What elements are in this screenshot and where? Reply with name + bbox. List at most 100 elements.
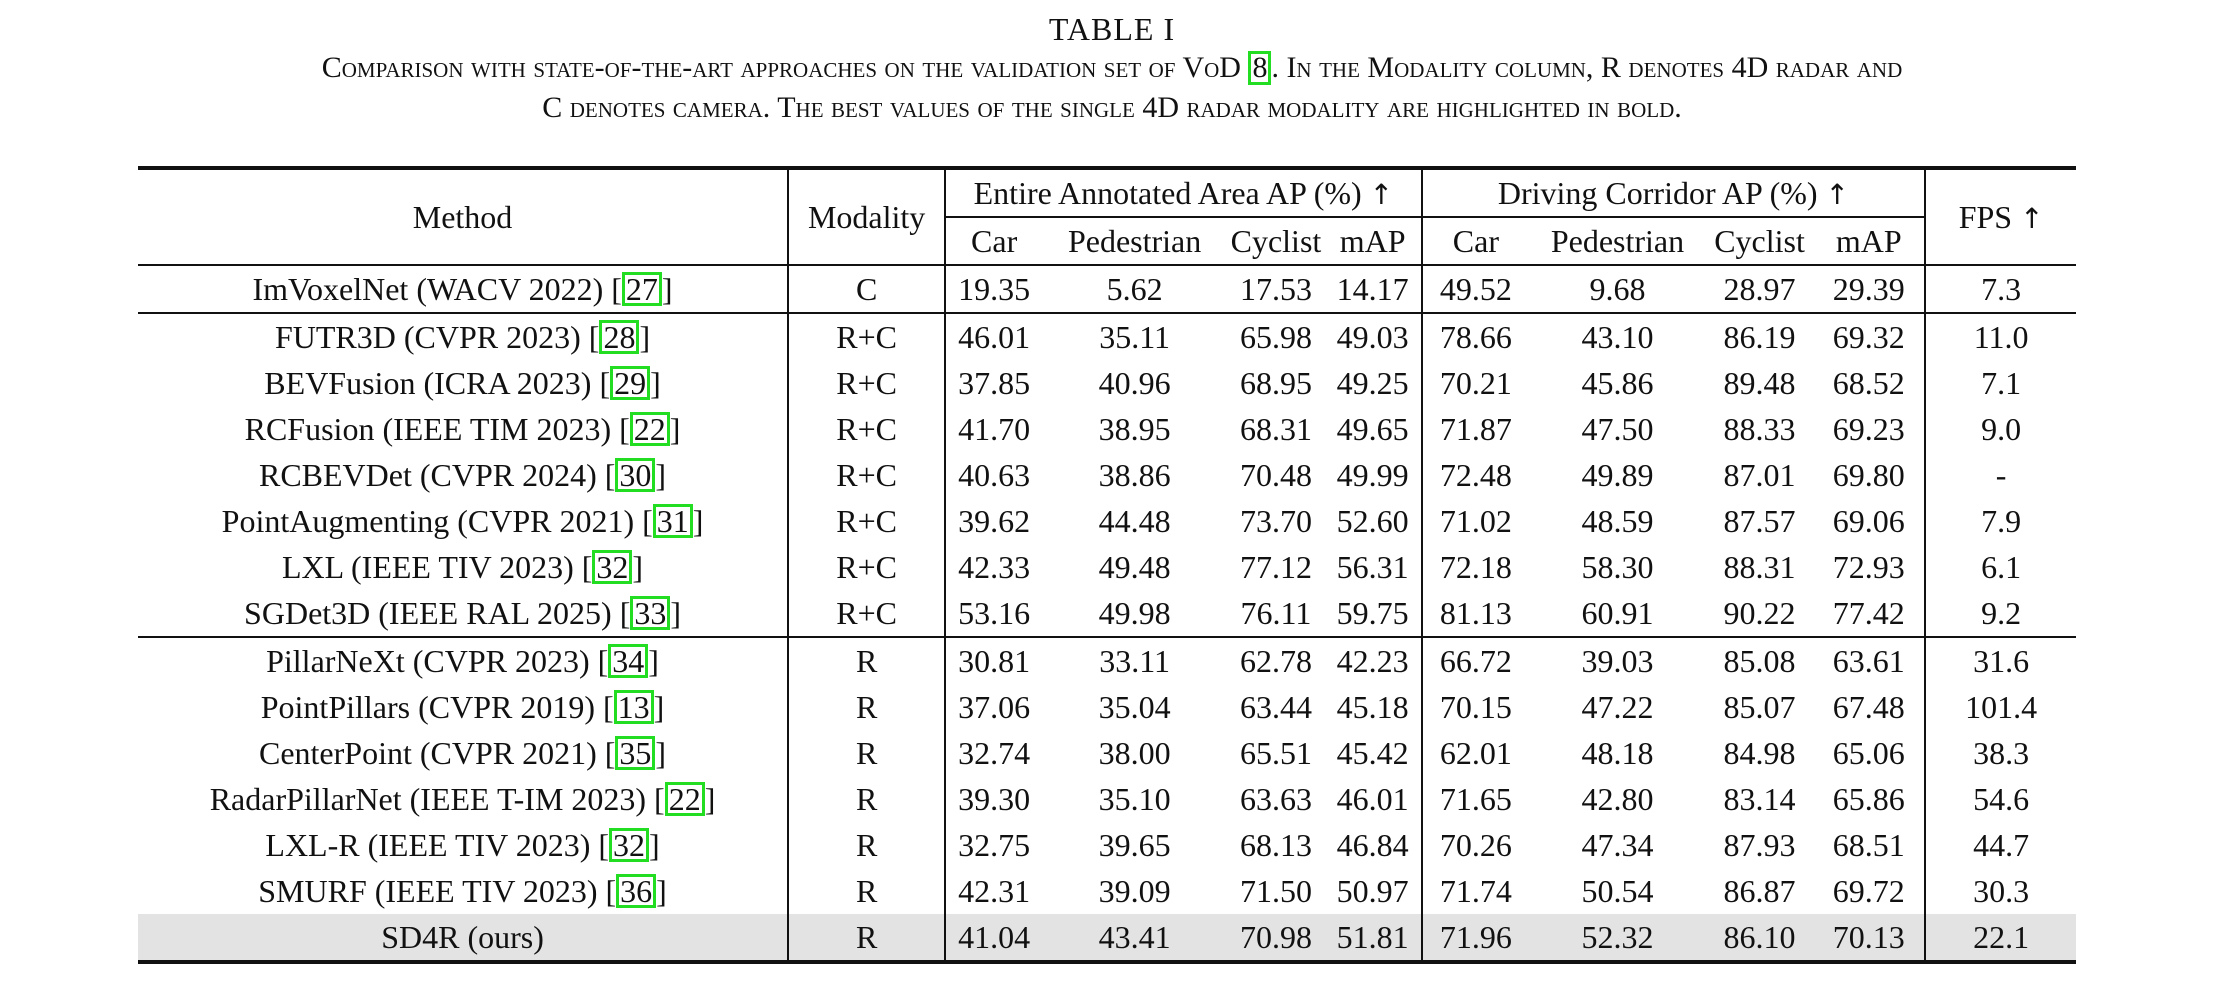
cell-entire-map: 49.03 bbox=[1324, 312, 1423, 360]
cell-corridor-map: 65.86 bbox=[1813, 776, 1927, 822]
table-row: RCBEVDet (CVPR 2024) [30] R+C 40.63 38.86 70… bbox=[138, 452, 2076, 498]
method-name: RadarPillarNet (IEEE T-IM 2023) [ bbox=[209, 780, 665, 817]
cell-entire-map: 49.25 bbox=[1324, 360, 1423, 406]
cell-method: RCBEVDet (CVPR 2024) [30] bbox=[138, 452, 790, 498]
cell-corridor-map: 63.61 bbox=[1813, 636, 1927, 684]
citation-link[interactable]: 27 bbox=[621, 271, 662, 306]
cell-method: CenterPoint (CVPR 2021) [35] bbox=[138, 730, 790, 776]
citation-link[interactable]: 8 bbox=[1248, 51, 1272, 85]
cell-entire-cyclist: 17.53 bbox=[1239, 270, 1312, 307]
table-row: RadarPillarNet (IEEE T-IM 2023) [22] R 39.… bbox=[138, 776, 2076, 822]
cell-corridor-cyclist: 28.97 bbox=[1723, 270, 1796, 307]
citation-link[interactable]: 32 bbox=[609, 827, 650, 862]
cell-entire-map: 59.75 bbox=[1324, 590, 1423, 637]
citation-bracket: ] bbox=[656, 872, 667, 909]
cell-entire-cyclist: 71.50 bbox=[1239, 872, 1312, 909]
cell-entire-cyclist: 68.13 bbox=[1239, 826, 1312, 863]
table-row: LXL-R (IEEE TIV 2023) [32] R 32.75 39.65 68.… bbox=[138, 822, 2076, 868]
cell-modality: R bbox=[788, 868, 947, 914]
cell-corridor-cyclist: 87.57 bbox=[1723, 502, 1796, 539]
citation-link[interactable]: 22 bbox=[629, 411, 670, 446]
table-header: Method Modality Entire Annotated Area AP… bbox=[138, 168, 2076, 265]
citation-link[interactable]: 22 bbox=[664, 781, 705, 816]
header-pedestrian: Pedestrian bbox=[1067, 222, 1202, 259]
table-body: ImVoxelNet (WACV 2022) [27] C 19.35 5.62 17.… bbox=[138, 265, 2076, 962]
cell-entire-cyclist: 70.98 bbox=[1227, 914, 1325, 962]
cell-fps: 9.2 bbox=[1981, 594, 2022, 631]
cell-corridor-map: 69.32 bbox=[1813, 312, 1927, 360]
header-entire-area-label: Entire Annotated Area AP (%) bbox=[973, 174, 1362, 211]
cell-entire-car: 19.35 bbox=[958, 270, 1031, 307]
cell-method: SD4R (ours) bbox=[138, 914, 790, 962]
cell-entire-map: 52.60 bbox=[1324, 498, 1423, 544]
cell-corridor-pedestrian: 9.68 bbox=[1589, 270, 1646, 307]
method-name: LXL (IEEE TIV 2023) [ bbox=[281, 548, 593, 585]
citation-link[interactable]: 32 bbox=[592, 549, 633, 584]
cell-modality: R+C bbox=[788, 312, 947, 360]
method-name: SGDet3D (IEEE RAL 2025) [ bbox=[244, 594, 631, 631]
results-table: Method Modality Entire Annotated Area AP… bbox=[138, 166, 2076, 964]
method-name: FUTR3D (CVPR 2023) [ bbox=[274, 318, 600, 355]
citation-bracket: ] bbox=[670, 594, 681, 631]
citation-link[interactable]: 34 bbox=[608, 643, 649, 678]
cell-corridor-car: 71.87 bbox=[1439, 410, 1512, 447]
cell-corridor-map: 70.13 bbox=[1813, 914, 1927, 962]
cell-corridor-cyclist: 86.87 bbox=[1723, 872, 1796, 909]
citation-link[interactable]: 28 bbox=[599, 319, 640, 354]
table-row: ImVoxelNet (WACV 2022) [27] C 19.35 5.62 17.… bbox=[138, 265, 2076, 313]
cell-method: PillarNeXt (CVPR 2023) [34] bbox=[138, 636, 790, 684]
citation-link[interactable]: 29 bbox=[610, 365, 651, 400]
cell-fps: 101.4 bbox=[1965, 688, 2038, 725]
cell-entire-map: 46.01 bbox=[1324, 776, 1423, 822]
cell-method: LXL-R (IEEE TIV 2023) [32] bbox=[138, 822, 790, 868]
citation-link[interactable]: 13 bbox=[613, 689, 654, 724]
cell-entire-cyclist: 62.78 bbox=[1227, 636, 1325, 684]
cell-fps: 7.3 bbox=[1981, 270, 2022, 307]
cell-corridor-pedestrian: 42.80 bbox=[1581, 780, 1654, 817]
cell-fps: 7.1 bbox=[1981, 364, 2022, 401]
cell-entire-pedestrian: 38.95 bbox=[1098, 410, 1171, 447]
header-fps: FPS ↑ bbox=[1925, 168, 2076, 265]
cell-entire-cyclist: 73.70 bbox=[1239, 502, 1312, 539]
cell-fps: 44.7 bbox=[1973, 826, 2030, 863]
cell-corridor-pedestrian: 47.50 bbox=[1581, 410, 1654, 447]
cell-fps: 31.6 bbox=[1925, 636, 2076, 684]
citation-bracket: ] bbox=[704, 780, 716, 817]
table-caption: TABLE I Comparison with state-of-the-art… bbox=[0, 10, 2224, 128]
cell-corridor-cyclist: 85.08 bbox=[1705, 636, 1814, 684]
cell-entire-pedestrian: 38.86 bbox=[1098, 456, 1171, 493]
cell-method: FUTR3D (CVPR 2023) [28] bbox=[138, 312, 790, 360]
citation-link[interactable]: 33 bbox=[630, 595, 671, 630]
cell-corridor-map: 77.42 bbox=[1813, 590, 1927, 637]
table-row: SD4R (ours) R 41.04 43.41 70.98 51.81 71.96 52.… bbox=[138, 914, 2076, 962]
cell-modality: R+C bbox=[788, 452, 947, 498]
header-driving-corridor: Driving Corridor AP (%) ↑ bbox=[1421, 168, 1927, 218]
cell-entire-car: 32.75 bbox=[958, 826, 1031, 863]
cell-corridor-cyclist: 87.01 bbox=[1723, 456, 1796, 493]
citation-bracket: ] bbox=[661, 270, 673, 307]
cell-entire-car: 39.30 bbox=[958, 780, 1031, 817]
cell-fps: 9.0 bbox=[1981, 410, 2022, 447]
header-entire-area: Entire Annotated Area AP (%) ↑ bbox=[945, 168, 1423, 218]
citation-link[interactable]: 30 bbox=[615, 457, 656, 492]
cell-corridor-car: 71.02 bbox=[1439, 502, 1512, 539]
citation-link[interactable]: 35 bbox=[615, 735, 656, 770]
cell-corridor-map: 69.80 bbox=[1813, 452, 1927, 498]
cell-corridor-car: 81.13 bbox=[1439, 594, 1512, 631]
citation-bracket: ] bbox=[632, 548, 644, 585]
caption-text-1a: Comparison with state-of-the-art approac… bbox=[321, 51, 1249, 84]
citation-link[interactable]: 31 bbox=[652, 503, 693, 538]
citation-link[interactable]: 36 bbox=[616, 873, 657, 908]
cell-entire-map: 49.65 bbox=[1324, 406, 1423, 452]
cell-entire-map: 49.99 bbox=[1324, 452, 1423, 498]
cell-corridor-map: 67.48 bbox=[1813, 684, 1927, 730]
cell-modality: R+C bbox=[788, 590, 947, 637]
table-row: SMURF (IEEE TIV 2023) [36] R 42.31 39.09 71.… bbox=[138, 868, 2076, 914]
header-modality: Modality bbox=[788, 168, 947, 265]
cell-modality: R+C bbox=[788, 360, 947, 406]
cell-fps: 22.1 bbox=[1925, 914, 2076, 962]
cell-corridor-pedestrian: 48.59 bbox=[1581, 502, 1654, 539]
header-fps-label: FPS bbox=[1958, 198, 2013, 235]
cell-corridor-car: 70.26 bbox=[1439, 826, 1512, 863]
cell-modality: C bbox=[788, 265, 947, 313]
